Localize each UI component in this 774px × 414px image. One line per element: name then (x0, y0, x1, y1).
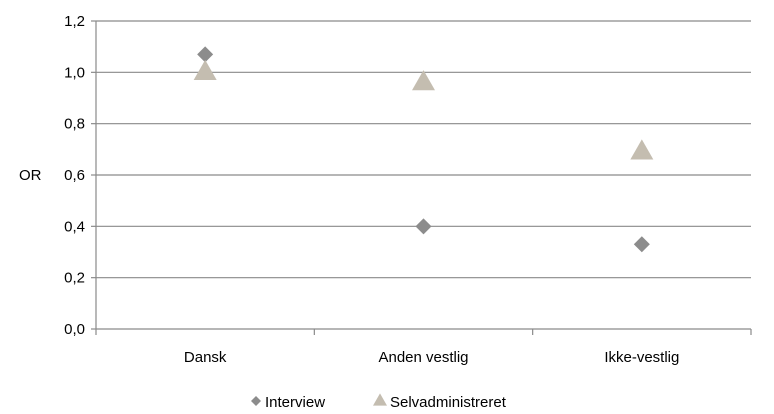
x-tick-label: Dansk (184, 349, 227, 366)
y-tick-label: 1,2 (64, 13, 85, 30)
y-axis-label: OR (19, 167, 42, 184)
selvadministreret-point (193, 59, 217, 80)
y-tick-label: 0,4 (64, 218, 85, 235)
y-tick-labels: 0,0 0,2 0,4 0,6 0,8 1,0 1,2 (64, 13, 85, 338)
y-tick-label: 0,2 (64, 270, 85, 287)
data-marks (193, 46, 654, 253)
axes (91, 20, 752, 335)
selvadministreret-point (630, 139, 654, 160)
legend-interview-label: Interview (265, 394, 325, 411)
gridlines (96, 20, 751, 279)
legend-selvadministreret-marker (373, 393, 387, 406)
interview-point (415, 218, 432, 235)
y-tick-label: 1,0 (64, 64, 85, 81)
y-tick-label: 0,0 (64, 321, 85, 338)
x-tick-label: Anden vestlig (378, 349, 468, 366)
y-tick-label: 0,6 (64, 167, 85, 184)
y-tick-label: 0,8 (64, 116, 85, 133)
interview-point (197, 46, 214, 63)
x-tick-label: Ikke-vestlig (604, 349, 679, 366)
legend: Interview Selvadministreret (251, 393, 507, 411)
x-tick-labels: Dansk Anden vestlig Ikke-vestlig (184, 349, 679, 366)
interview-point (633, 236, 650, 253)
legend-selvadministreret-label: Selvadministreret (390, 394, 507, 411)
legend-interview-marker (251, 396, 261, 406)
selvadministreret-point (412, 70, 435, 91)
